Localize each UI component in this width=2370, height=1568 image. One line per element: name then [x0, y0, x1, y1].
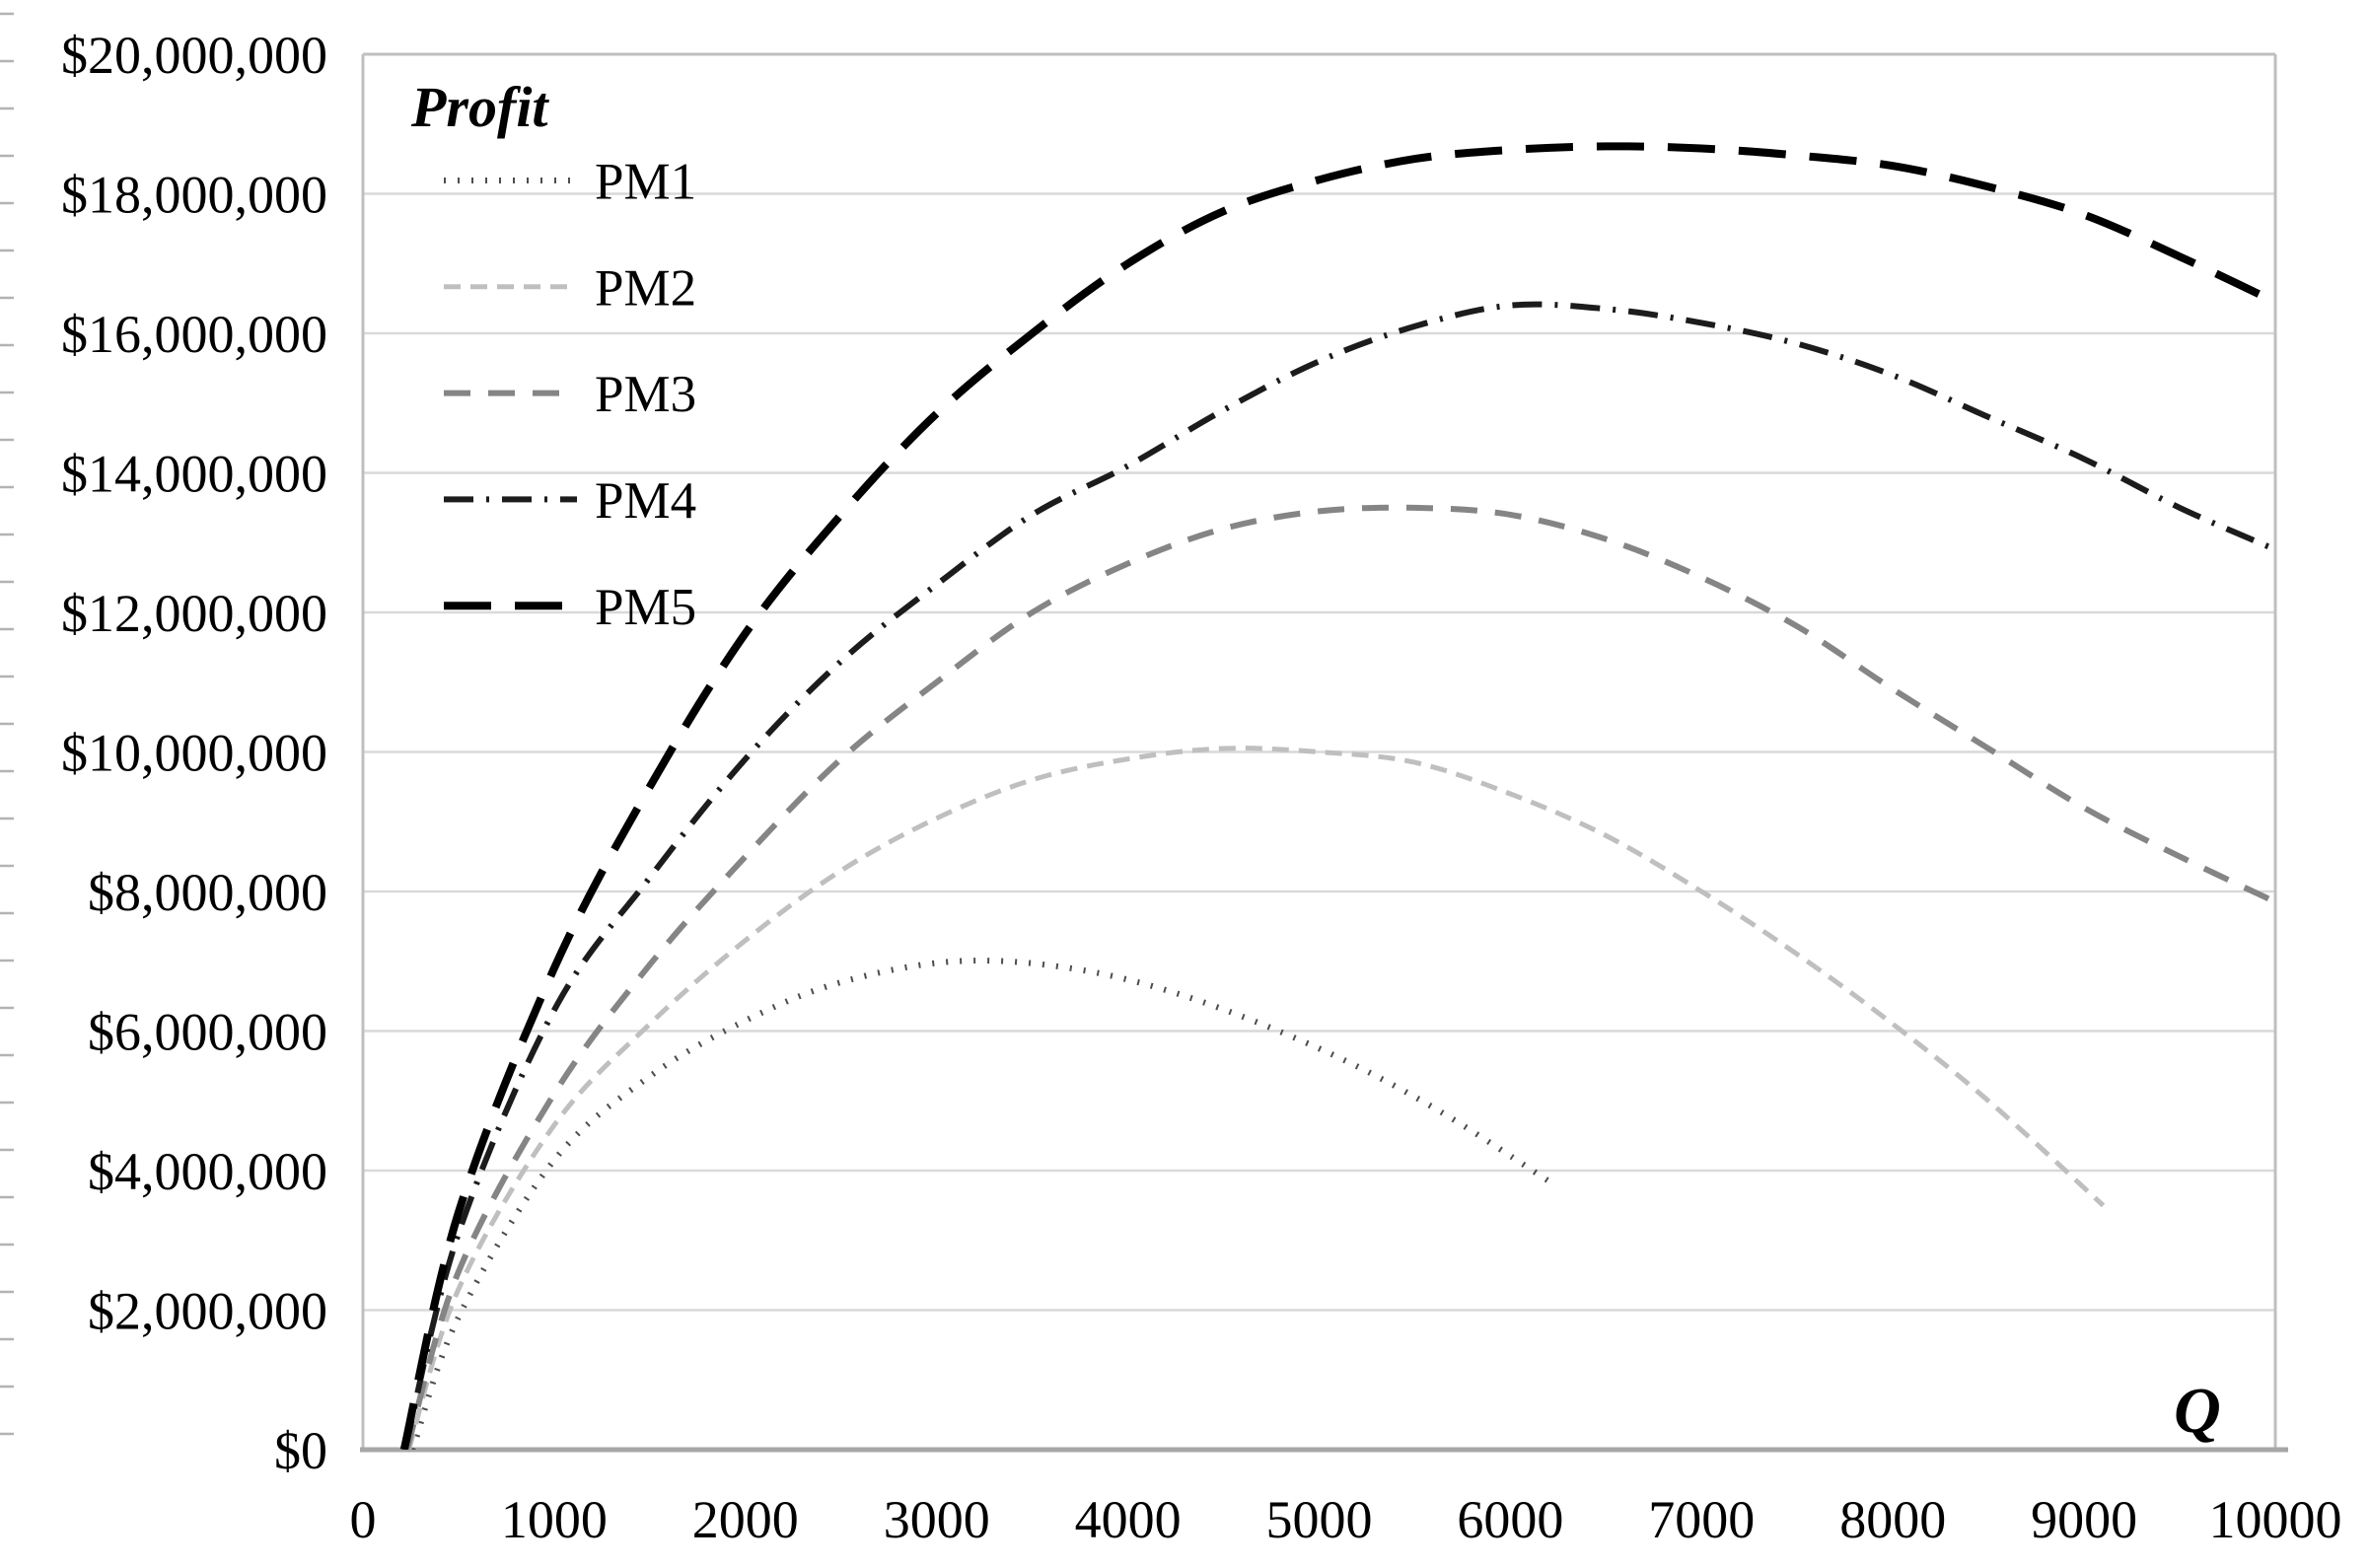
y-tick-label: $16,000,000 [61, 305, 327, 364]
y-tick-label: $2,000,000 [88, 1281, 327, 1340]
series-line-pm1 [409, 958, 1550, 1450]
legend: Profit PM1 PM2 PM3 PM4 PM5 [410, 75, 696, 636]
y-tick-label: $18,000,000 [61, 165, 327, 224]
x-axis-title: Q [2174, 1375, 2221, 1447]
plot-border [360, 52, 2288, 1453]
x-tick-label: 0 [350, 1490, 377, 1549]
legend-label-pm5: PM5 [595, 579, 696, 636]
y-tick-label: $12,000,000 [61, 584, 327, 643]
x-tick-label: 10000 [2209, 1490, 2342, 1549]
x-tick-label: 2000 [692, 1490, 799, 1549]
y-tick-label: $0 [274, 1421, 327, 1480]
y-tick-label: $4,000,000 [88, 1142, 327, 1201]
profit-curves [399, 142, 2275, 1450]
y-tick-label: $14,000,000 [61, 444, 327, 503]
x-tick-label: 8000 [1839, 1490, 1946, 1549]
x-tick-label: 3000 [884, 1490, 990, 1549]
legend-label-pm2: PM2 [595, 259, 696, 317]
series-line-pm4 [401, 301, 2275, 1450]
series-line-pm3 [403, 504, 2275, 1450]
legend-label-pm1: PM1 [595, 154, 696, 211]
x-tick-label: 4000 [1075, 1490, 1182, 1549]
legend-label-pm4: PM4 [595, 472, 696, 530]
x-tick-label: 5000 [1266, 1490, 1373, 1549]
x-tick-label: 9000 [2031, 1490, 2137, 1549]
y-tick-label: $6,000,000 [88, 1002, 327, 1061]
x-axis-tick-labels: 0 1000 2000 3000 4000 5000 6000 7000 8000 9000 100… [350, 1490, 2342, 1549]
series-line-pm2 [406, 746, 2106, 1450]
y-tick-label: $10,000,000 [61, 723, 327, 782]
horizontal-gridlines [363, 192, 2275, 1312]
legend-title: Profit [410, 75, 549, 139]
series-line-pm5 [399, 142, 2275, 1450]
legend-label-pm3: PM3 [595, 366, 696, 423]
y-tick-label: $20,000,000 [61, 26, 327, 85]
y-tick-label: $8,000,000 [88, 863, 327, 922]
y-axis-tick-labels: $0 $2,000,000 $4,000,000 $6,000,000 $8,000,0… [61, 26, 327, 1480]
x-tick-label: 1000 [501, 1490, 608, 1549]
x-tick-label: 6000 [1457, 1490, 1563, 1549]
x-tick-label: 7000 [1648, 1490, 1755, 1549]
y-axis-minor-ticks [0, 12, 14, 1436]
